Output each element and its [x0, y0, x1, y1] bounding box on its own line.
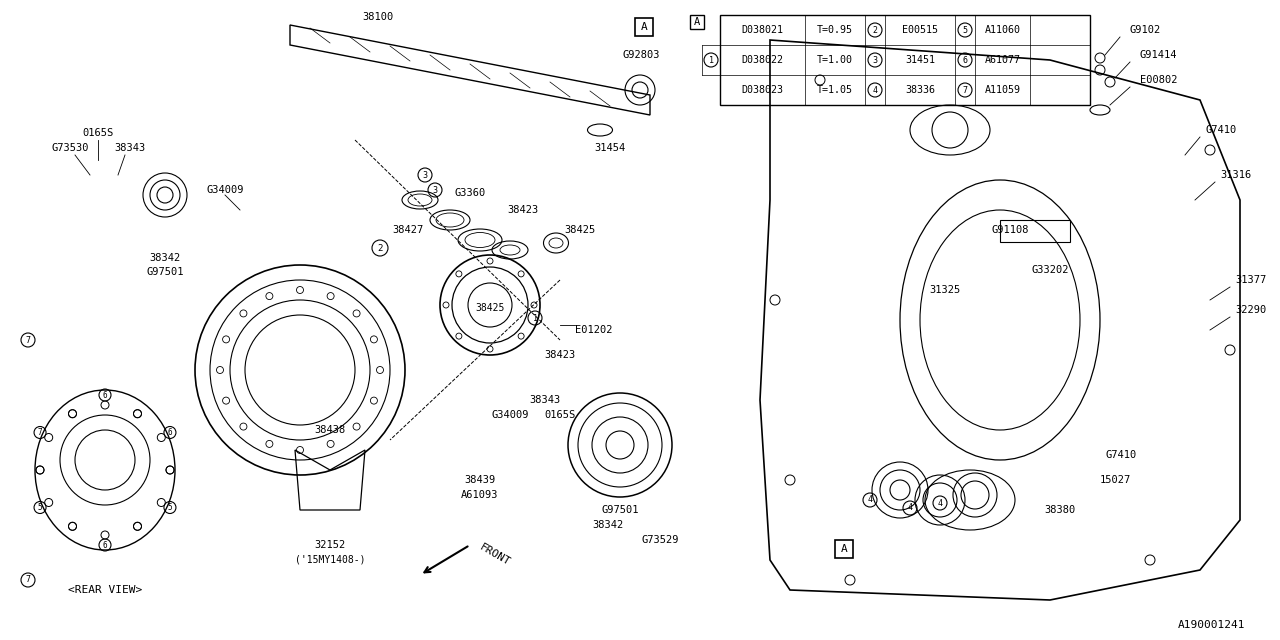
Text: 5: 5 — [963, 26, 968, 35]
Text: A: A — [694, 17, 700, 27]
Text: G97501: G97501 — [146, 267, 184, 277]
Bar — [690, 15, 704, 29]
Text: 4: 4 — [937, 499, 942, 508]
Text: T=0.95: T=0.95 — [817, 25, 852, 35]
Text: 3: 3 — [422, 170, 428, 179]
Text: 38342: 38342 — [150, 253, 180, 263]
Bar — [1000, 220, 1070, 242]
Text: 38425: 38425 — [564, 225, 595, 235]
Text: 31316: 31316 — [1220, 170, 1252, 180]
Bar — [835, 540, 852, 558]
Text: 5: 5 — [37, 503, 42, 512]
Text: 6: 6 — [102, 541, 108, 550]
Text: 38439: 38439 — [465, 475, 495, 485]
Text: G97501: G97501 — [602, 505, 639, 515]
Text: D038022: D038022 — [741, 55, 783, 65]
Text: 38423: 38423 — [544, 350, 576, 360]
Text: 2: 2 — [873, 26, 878, 35]
Text: 38423: 38423 — [507, 205, 539, 215]
Text: A11060: A11060 — [984, 25, 1020, 35]
Bar — [635, 18, 653, 36]
Text: 7: 7 — [37, 428, 42, 437]
Text: 0165S: 0165S — [544, 410, 576, 420]
Bar — [721, 15, 1091, 105]
Text: <REAR VIEW>: <REAR VIEW> — [68, 585, 142, 595]
Text: 38342: 38342 — [593, 520, 623, 530]
Text: 31454: 31454 — [594, 143, 626, 153]
Text: 1: 1 — [532, 314, 538, 323]
Text: 2: 2 — [378, 243, 383, 253]
Text: G92803: G92803 — [622, 50, 660, 60]
Text: 1: 1 — [709, 56, 713, 65]
Text: E00515: E00515 — [902, 25, 938, 35]
Text: 38100: 38100 — [362, 12, 394, 22]
Text: 7: 7 — [26, 575, 31, 584]
Text: A190001241: A190001241 — [1178, 620, 1245, 630]
Text: A: A — [841, 544, 847, 554]
Text: G91414: G91414 — [1140, 50, 1178, 60]
Text: 38343: 38343 — [114, 143, 146, 153]
Text: 6: 6 — [168, 428, 173, 437]
Text: A: A — [640, 22, 648, 32]
Text: 38438: 38438 — [315, 425, 346, 435]
Text: 38380: 38380 — [1044, 505, 1075, 515]
Text: G73529: G73529 — [641, 535, 678, 545]
Text: G73530: G73530 — [51, 143, 88, 153]
Text: G91108: G91108 — [991, 225, 1029, 235]
Text: ('15MY1408-): ('15MY1408-) — [294, 555, 365, 565]
Text: 38427: 38427 — [393, 225, 424, 235]
Text: G9102: G9102 — [1130, 25, 1161, 35]
Text: 3: 3 — [433, 186, 438, 195]
Text: 6: 6 — [102, 390, 108, 399]
Text: D038023: D038023 — [741, 85, 783, 95]
Text: E01202: E01202 — [575, 325, 613, 335]
Text: 3: 3 — [873, 56, 878, 65]
Text: 4: 4 — [873, 86, 878, 95]
Text: G7410: G7410 — [1204, 125, 1236, 135]
Text: G34009: G34009 — [492, 410, 529, 420]
Text: G33202: G33202 — [1032, 265, 1069, 275]
Text: 38425: 38425 — [475, 303, 504, 313]
Text: 4: 4 — [908, 504, 913, 513]
Text: 0165S: 0165S — [82, 128, 114, 138]
Text: 15027: 15027 — [1100, 475, 1132, 485]
Text: 31325: 31325 — [929, 285, 960, 295]
Text: G3360: G3360 — [454, 188, 485, 198]
Text: 31377: 31377 — [1235, 275, 1266, 285]
Text: 32152: 32152 — [315, 540, 346, 550]
Text: 38343: 38343 — [530, 395, 561, 405]
Text: E00802: E00802 — [1140, 75, 1178, 85]
Text: 31451: 31451 — [905, 55, 934, 65]
Text: G34009: G34009 — [206, 185, 243, 195]
Text: T=1.05: T=1.05 — [817, 85, 852, 95]
Text: 38336: 38336 — [905, 85, 934, 95]
Text: T=1.00: T=1.00 — [817, 55, 852, 65]
Text: 7: 7 — [26, 335, 31, 344]
Text: 7: 7 — [963, 86, 968, 95]
Text: 4: 4 — [868, 495, 873, 504]
Text: G7410: G7410 — [1105, 450, 1137, 460]
Text: A61093: A61093 — [461, 490, 499, 500]
Text: 5: 5 — [168, 503, 173, 512]
Text: 6: 6 — [963, 56, 968, 65]
Text: A61077: A61077 — [984, 55, 1020, 65]
Text: D038021: D038021 — [741, 25, 783, 35]
Text: FRONT: FRONT — [477, 542, 512, 568]
Text: A11059: A11059 — [984, 85, 1020, 95]
Text: 32290: 32290 — [1235, 305, 1266, 315]
